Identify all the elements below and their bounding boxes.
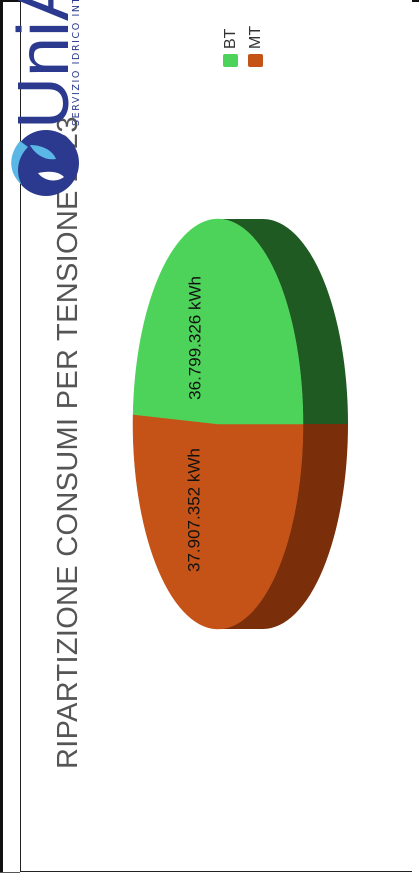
left-border: [0, 0, 3, 879]
chart-legend: BT MT: [218, 26, 268, 67]
bottom-edge: [0, 872, 20, 880]
logo-wordmark: UniAcq: [4, 0, 80, 129]
legend-item-bt: BT: [218, 26, 243, 67]
pie-side-bt-0: [218, 219, 348, 424]
pie-label-mt: 37.907.352 kWh: [185, 448, 204, 572]
pie-slice-bt: [132, 218, 304, 425]
logo-tagline: SERVIZIO IDRICO INTEGRATO: [71, 0, 80, 126]
pie-side-mt-0: [218, 424, 348, 629]
legend-item-mt: MT: [243, 26, 268, 67]
water-drop-icon: [11, 130, 79, 196]
pie-label-bt: 36.799.326 kWh: [185, 276, 204, 400]
pie-slice-mt: [132, 414, 304, 630]
legend-label-mt: MT: [246, 25, 264, 49]
legend-swatch-bt: [223, 54, 238, 67]
legend-label-bt: BT: [221, 28, 239, 49]
uniacq-logo: UniAcq SERVIZIO IDRICO INTEGRATO: [4, 0, 80, 196]
legend-swatch-mt: [248, 54, 263, 67]
